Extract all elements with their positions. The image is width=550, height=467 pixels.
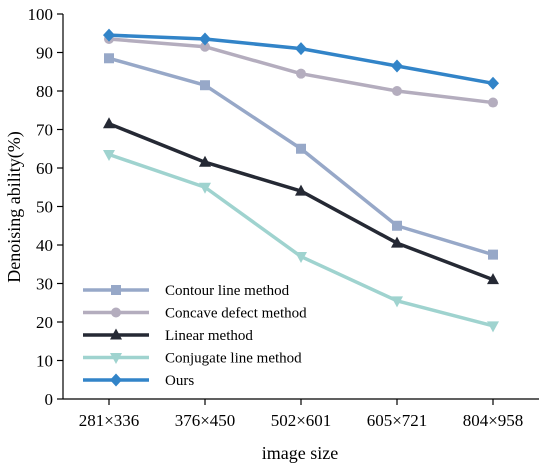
data-point-contour-line-method (392, 220, 402, 231)
y-tick-label: 90 (36, 44, 53, 63)
x-tick-label: 376×450 (175, 411, 236, 430)
y-axis-title: Denoising ability(%) (4, 131, 25, 282)
x-tick-label: 605×721 (367, 411, 428, 430)
data-point-linear-method (295, 184, 307, 196)
y-tick-label: 40 (36, 236, 53, 255)
legend-marker (110, 328, 122, 340)
legend-marker (110, 373, 122, 387)
y-tick-label: 30 (36, 275, 53, 294)
legend-item-conjugate-line-method: Conjugate line method (83, 351, 302, 367)
data-point-linear-method (103, 117, 115, 129)
data-point-linear-method (199, 155, 211, 167)
data-point-contour-line-method (200, 80, 210, 91)
series-linear-method (103, 117, 499, 285)
legend: Contour line method Concave defect method… (83, 283, 307, 389)
data-point-concave-defect-method (296, 68, 306, 79)
legend-label: Conjugate line method (165, 351, 302, 367)
legend-marker (111, 307, 121, 318)
series-line-conjugate-line-method (108, 152, 494, 328)
x-axis-title: image size (262, 443, 338, 463)
data-point-conjugate-line-method (295, 252, 307, 264)
y-tick-label: 100 (28, 5, 54, 24)
legend-label: Concave defect method (165, 306, 307, 322)
x-tick-label: 502×601 (271, 411, 332, 430)
data-point-ours (391, 59, 403, 73)
legend-marker (110, 353, 122, 364)
data-point-linear-method (487, 273, 499, 285)
data-point-conjugate-line-method (391, 296, 403, 308)
y-tick-label: 60 (36, 159, 53, 178)
y-tick-label: 50 (36, 198, 53, 217)
legend-item-ours: Ours (83, 373, 194, 389)
legend-label: Ours (165, 373, 194, 389)
x-ticks: 281×336 376×450 502×601 605×721 804×958 (79, 399, 524, 430)
x-tick-label: 281×336 (79, 411, 140, 430)
data-point-ours (199, 32, 211, 46)
data-point-conjugate-line-method (487, 321, 499, 333)
series-contour-line-method (104, 53, 498, 260)
data-point-concave-defect-method (200, 41, 210, 52)
y-tick-label: 70 (36, 121, 53, 140)
data-point-linear-method (391, 236, 403, 248)
legend-item-contour-line-method: Contour line method (83, 283, 290, 299)
y-tick-label: 10 (36, 352, 53, 371)
y-tick-label: 80 (36, 82, 53, 101)
data-point-ours (487, 76, 499, 90)
series-concave-defect-method (104, 34, 498, 108)
data-point-ours (295, 42, 307, 56)
series-ours (103, 28, 499, 90)
data-point-conjugate-line-method (199, 182, 211, 194)
data-point-contour-line-method (296, 143, 306, 154)
series-conjugate-line-method (103, 150, 499, 333)
x-tick-label: 804×958 (463, 411, 524, 430)
y-tick-label: 20 (36, 313, 53, 332)
legend-label: Contour line method (165, 283, 290, 299)
y-ticks: 0 10 20 30 40 50 60 70 80 90 100 (28, 5, 63, 409)
y-tick-label: 0 (45, 390, 54, 409)
legend-item-linear-method: Linear method (83, 328, 253, 344)
data-point-contour-line-method (488, 249, 498, 260)
series-line-contour-line-method (108, 56, 494, 257)
legend-label: Linear method (165, 328, 253, 344)
data-point-contour-line-method (104, 53, 114, 64)
data-point-ours (103, 28, 115, 42)
legend-item-concave-defect-method: Concave defect method (83, 306, 307, 322)
data-point-concave-defect-method (488, 97, 498, 108)
data-point-conjugate-line-method (103, 150, 115, 162)
legend-marker (111, 285, 121, 295)
data-point-concave-defect-method (392, 86, 402, 96)
series-lines (103, 28, 499, 333)
